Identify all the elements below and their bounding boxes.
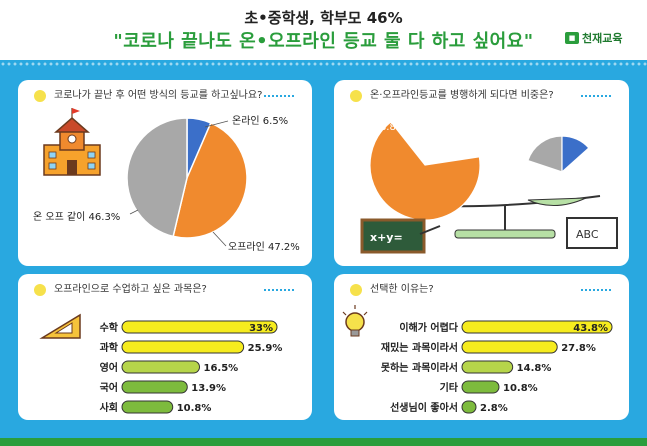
reason-category-label: 못하는 과목이라서	[381, 361, 458, 374]
lightbulb-icon	[342, 305, 368, 337]
pie2-slice-similar	[527, 135, 563, 173]
reason-bar	[461, 340, 558, 354]
title-line2: "코로나 끝나도 온•오프라인 등교 둘 다 하고 싶어요"	[113, 31, 534, 52]
reason-value-label: 14.8%	[517, 363, 552, 374]
reason-bar	[461, 380, 500, 394]
pie-chart-1	[126, 117, 248, 239]
subject-category-label: 영어	[100, 361, 118, 374]
pill-knob	[350, 90, 362, 102]
pie2-label-offline-l1: 오프 라인을	[352, 109, 401, 121]
pill-knob	[34, 90, 46, 102]
pie1-leader-both	[129, 209, 139, 215]
header: 초•중학생, 학부모 46% "코로나 끝나도 온•오프라인 등교 둘 다 하고…	[0, 0, 647, 60]
pie2-label-online-l1: 온라인을	[566, 109, 603, 121]
subject-bar	[121, 400, 174, 414]
pie1-label-online: 온라인 6.5%	[232, 115, 288, 127]
reason-bar	[461, 320, 613, 334]
pie1-slice-both	[126, 117, 188, 238]
subject-value-label: 13.9%	[191, 383, 226, 394]
pill-dots	[581, 95, 611, 99]
pie2-slice-offline	[369, 121, 481, 221]
reason-category-label: 이해가 어렵다	[399, 321, 458, 334]
question-pill-4: 선택한 이유는?	[344, 280, 619, 300]
pie2-slice-online	[561, 135, 590, 174]
subject-category-label: 과학	[100, 341, 119, 354]
question-1-text: 코로나가 끝난 후 어떤 방식의 등교를 하고싶나요?	[54, 90, 263, 101]
pill-dots	[264, 289, 294, 293]
subject-bar	[121, 380, 188, 394]
bar-chart-reasons: 이해가 어렵다 43.8% 재밌는 과목이라서 27.8% 못하는 과목이라서 14.8%…	[381, 320, 613, 414]
abc-board-text: ABC	[576, 228, 599, 241]
pie1-label-both: 온 오프 같이 46.3%	[33, 211, 120, 223]
reason-value-label: 2.8%	[480, 403, 508, 414]
pie2-label-online-l2: 많이 13.4%	[566, 121, 619, 133]
reason-category-label: 기타	[440, 381, 459, 394]
subject-bar	[121, 360, 200, 374]
school-icon	[43, 108, 101, 176]
subject-category-label: 사회	[100, 401, 118, 414]
question-pill-3: 오프라인으로 수업하고 싶은 과목은?	[28, 280, 302, 300]
brand-name: 천재교육	[582, 32, 623, 45]
reason-category-label: 선생님이 좋아서	[390, 401, 458, 414]
brand-logo-icon: ■	[565, 32, 579, 44]
subject-value-label: 16.5%	[204, 363, 239, 374]
subject-category-label: 수학	[100, 321, 119, 334]
pie1-leader-offline	[212, 231, 227, 247]
reason-value-label: 43.8%	[573, 323, 608, 334]
dotted-border	[0, 60, 647, 68]
reason-value-label: 27.8%	[561, 343, 596, 354]
chalkboard-text: x+y=	[370, 231, 403, 244]
bar-chart-subjects: 수학 33% 과학 25.9% 영어 16.5% 국어 13.9% 사회 10.8%	[100, 320, 283, 414]
pie1-leader-online	[204, 120, 229, 128]
ruler-triangle-icon	[39, 313, 81, 339]
pie1-label-offline: 오프라인 47.2%	[228, 241, 300, 253]
question-4-text: 선택한 이유는?	[370, 284, 434, 295]
subject-value-label: 33%	[249, 323, 273, 334]
pie2-label-offline-l2: 많이 66.8%	[352, 121, 405, 133]
question-3-text: 오프라인으로 수업하고 싶은 과목은?	[54, 284, 207, 295]
subject-value-label: 10.8%	[177, 403, 212, 414]
subject-bar	[121, 340, 245, 354]
pill-knob	[34, 284, 46, 296]
subject-value-label: 25.9%	[248, 343, 283, 354]
pie-chart-2	[369, 121, 590, 221]
pie2-label-similar-l2: 19.9%	[507, 127, 539, 138]
chalkboard-icon: x+y=	[360, 218, 441, 254]
question-pill-2: 온·오프라인등교를 병행하게 되다면 비중은?	[344, 86, 619, 106]
subject-category-label: 국어	[100, 381, 118, 394]
abc-board-icon: ABC	[566, 217, 618, 249]
pill-dots	[581, 289, 611, 293]
question-pill-1: 코로나가 끝난 후 어떤 방식의 등교를 하고싶나요?	[28, 86, 302, 106]
pie1-slice-offline	[172, 121, 248, 239]
pill-dots	[264, 95, 294, 99]
footer-bar	[0, 438, 647, 446]
pill-knob	[350, 284, 362, 296]
reason-bar	[461, 400, 477, 414]
title-line1: 초•중학생, 학부모 46%	[244, 9, 403, 27]
brand: ■ 천재교육	[565, 30, 622, 46]
reason-bar	[461, 360, 514, 374]
reason-value-label: 10.8%	[503, 383, 538, 394]
question-2-text: 온·오프라인등교를 병행하게 되다면 비중은?	[370, 90, 554, 101]
reason-category-label: 재밌는 과목이라서	[381, 341, 458, 354]
subject-bar	[121, 320, 278, 334]
pie2-label-similar-l1: 비슷하게	[505, 113, 542, 126]
